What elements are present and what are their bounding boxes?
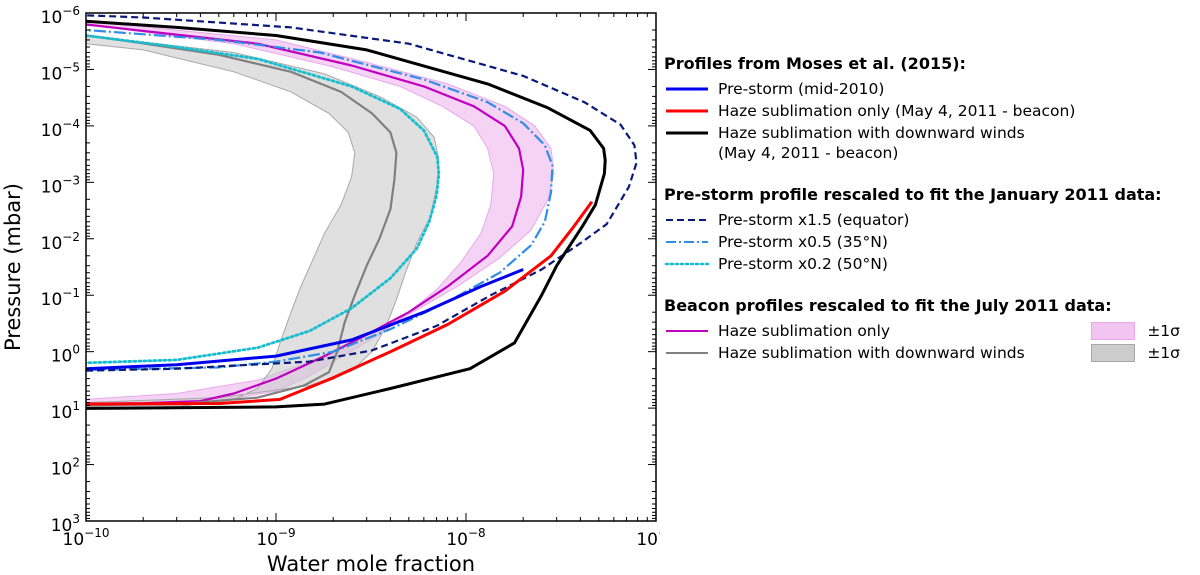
legend-label: Haze sublimation only (May 4, 2011 - bea…: [718, 102, 1076, 120]
legend-label: Haze sublimation only: [718, 322, 891, 340]
y-tick-label: 10−3: [41, 173, 80, 197]
line-swatch-icon: [666, 131, 708, 135]
legend-sigma-label: ±1σ: [1147, 322, 1180, 340]
series-line-haze-sublimation-only-may-4-2011-beacon: [86, 200, 594, 406]
pink-band-swatch-icon: [1091, 322, 1136, 340]
legend-entry-x02: Pre-storm x0.2 (50°N): [664, 254, 1194, 274]
legend-label: Haze sublimation with downward winds (Ma…: [718, 124, 1025, 162]
legend-entry-x05: Pre-storm x0.5 (35°N): [664, 232, 1194, 252]
legend-entry-haze-only-may: Haze sublimation only (May 4, 2011 - bea…: [664, 101, 1194, 121]
series-line-haze-sublimation-with-downward-winds: [86, 34, 398, 407]
legend-group-title: Pre-storm profile rescaled to fit the Ja…: [664, 185, 1162, 204]
y-axis-label: Pressure (mbar): [1, 183, 25, 351]
legend-label: Pre-storm x1.5 (equator): [718, 211, 910, 229]
y-tick-label: 10−4: [41, 117, 80, 141]
data-lines: [86, 14, 638, 410]
uncertainty-bands: [86, 20, 555, 410]
y-tick-label: 10−2: [41, 230, 80, 254]
legend: Profiles from Moses et al. (2015): Pre-s…: [664, 54, 1194, 385]
series-line-pre-storm-mid-2010: [86, 268, 524, 371]
legend-entry-haze-only: Haze sublimation only ±1σ: [664, 321, 1194, 341]
series-line-pre-storm-x0-2-50-n: [86, 34, 441, 365]
series-line-pre-storm-x1-5-equator: [86, 14, 638, 372]
series-line-haze-sublimation-with-downward-winds-may-4-2011-beacon: [86, 19, 607, 410]
legend-group-title: Beacon profiles rescaled to fit the July…: [664, 296, 1112, 315]
legend-label: Pre-storm (mid-2010): [718, 80, 885, 98]
y-tick-label: 101: [51, 399, 80, 423]
y-tick-label: 10−5: [41, 60, 80, 84]
dotted-line-swatch-icon: [664, 262, 710, 266]
legend-sigma-label: ±1σ: [1147, 344, 1180, 362]
series-line-haze-sublimation-only: [86, 23, 525, 405]
x-tick-label: 10−8: [446, 526, 485, 550]
y-tick-label: 10−1: [41, 286, 80, 310]
line-swatch-icon: [666, 109, 708, 113]
legend-label: Haze sublimation with downward winds: [718, 344, 1025, 362]
gray-band-swatch-icon: [1091, 344, 1136, 362]
dashed-line-swatch-icon: [666, 219, 708, 221]
dashdot-line-swatch-icon: [666, 241, 708, 243]
y-tick-label: 10−6: [41, 4, 80, 28]
legend-entry-haze-winds-may: Haze sublimation with downward winds (Ma…: [664, 123, 1194, 163]
axis-ticks: 10−10 10−9 10−8 10−7 10−6 10−5 10−4 10−3 10−2 10−…: [41, 4, 660, 550]
y-tick-label: 103: [51, 512, 80, 536]
legend-entry-prestorm: Pre-storm (mid-2010): [664, 79, 1194, 99]
legend-label: Pre-storm x0.5 (35°N): [718, 233, 888, 251]
y-tick-label: 100: [51, 343, 80, 367]
legend-group-title: Profiles from Moses et al. (2015):: [664, 54, 966, 73]
legend-group-moses: Profiles from Moses et al. (2015): Pre-s…: [664, 54, 1194, 163]
chart: 10−10 10−9 10−8 10−7 10−6 10−5 10−4 10−3 10−2 10−…: [1, 4, 660, 575]
legend-entry-haze-winds: Haze sublimation with downward winds ±1σ: [664, 343, 1194, 363]
line-swatch-icon: [666, 352, 708, 354]
legend-group-beacon-july: Beacon profiles rescaled to fit the July…: [664, 296, 1194, 363]
x-tick-label: 10−9: [256, 526, 295, 550]
legend-label: Pre-storm x0.2 (50°N): [718, 255, 888, 273]
plot-frame: [85, 12, 657, 522]
x-tick-label: 10−7: [636, 526, 660, 550]
line-swatch-icon: [666, 330, 708, 332]
legend-entry-x15: Pre-storm x1.5 (equator): [664, 210, 1194, 230]
y-tick-label: 102: [51, 456, 80, 480]
series-line-pre-storm-x0-5-35-n: [86, 28, 554, 372]
x-axis-label: Water mole fraction: [267, 552, 475, 575]
sigma-band-haze-winds: [86, 34, 440, 410]
legend-group-rescaled-january: Pre-storm profile rescaled to fit the Ja…: [664, 185, 1194, 274]
line-swatch-icon: [666, 87, 708, 91]
x-tick-label: 10−10: [63, 526, 110, 550]
